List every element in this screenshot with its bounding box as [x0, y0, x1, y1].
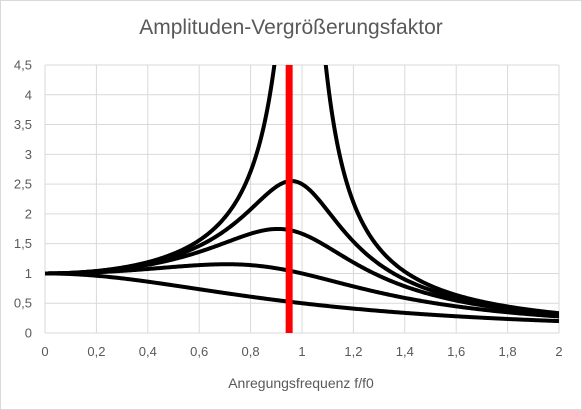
y-tick-label: 0	[25, 326, 32, 341]
x-tick-label: 1,8	[499, 344, 517, 359]
curves	[45, 65, 559, 324]
series-line-4	[45, 271, 559, 324]
y-tick-label: 4,5	[14, 58, 32, 73]
x-tick-labels: 0 0,2 0,4 0,6 0,8 1 1,2 1,4 1,6 1,8 2	[41, 344, 562, 359]
y-tick-label: 1,5	[14, 236, 32, 251]
x-tick-label: 1	[298, 344, 305, 359]
x-tick-label: 1,6	[447, 344, 465, 359]
x-tick-label: 0,2	[87, 344, 105, 359]
x-tick-label: 0,8	[242, 344, 260, 359]
x-axis-label: Anregungsfrequenz f/f0	[228, 375, 374, 391]
x-tick-label: 1,2	[344, 344, 362, 359]
y-tick-label: 0,5	[14, 296, 32, 311]
chart-title: Amplituden-Vergrößerungsfaktor	[139, 16, 443, 39]
y-tick-label: 2,5	[14, 177, 32, 192]
y-tick-labels: 0 0,5 1 1,5 2 2,5 3 3,5 4 4,5	[14, 58, 32, 341]
y-tick-label: 3,5	[14, 117, 32, 132]
x-tick-label: 1,4	[396, 344, 414, 359]
series-line-2	[45, 226, 559, 317]
y-tick-label: 2	[25, 206, 32, 221]
y-tick-label: 1	[25, 266, 32, 281]
x-tick-label: 0,4	[139, 344, 157, 359]
series-line-3	[45, 262, 559, 319]
x-tick-label: 0	[41, 344, 48, 359]
x-tick-label: 2	[555, 344, 562, 359]
grid	[44, 64, 560, 334]
y-tick-label: 4	[25, 87, 32, 102]
x-tick-label: 0,6	[190, 344, 208, 359]
y-tick-label: 3	[25, 147, 32, 162]
